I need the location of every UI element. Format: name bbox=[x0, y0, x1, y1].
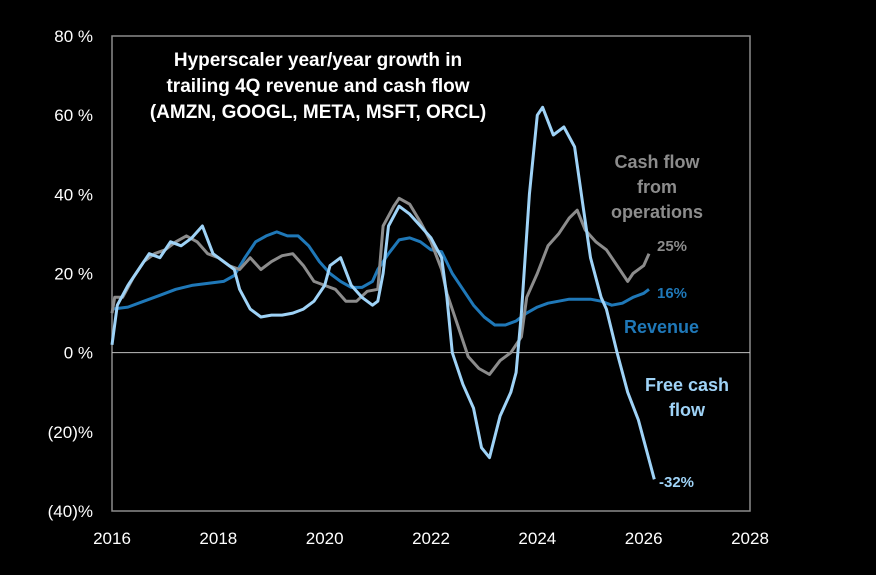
series-lines bbox=[110, 105, 656, 480]
chart-title-line-3: (AMZN, GOOGL, META, MSFT, ORCL) bbox=[150, 102, 486, 123]
legend-label-cfo-line-2: from bbox=[637, 177, 677, 197]
y-tick-label: 80 % bbox=[54, 27, 93, 46]
plot-frame bbox=[111, 35, 751, 512]
x-tick-label: 2018 bbox=[199, 529, 237, 548]
legend-label-revenue: Revenue bbox=[624, 317, 699, 337]
chart-title-line-2: trailing 4Q revenue and cash flow bbox=[166, 76, 469, 97]
end-label-cfo: 25% bbox=[657, 238, 687, 255]
x-axis-ticks: 2016 2018 2020 2022 2024 2026 2028 bbox=[93, 529, 769, 548]
legend-label-cfo-line-1: Cash flow bbox=[614, 152, 700, 172]
x-tick-label: 2020 bbox=[306, 529, 344, 548]
y-tick-label: (20)% bbox=[48, 423, 93, 442]
legend-label-cash-flow-ops: Cash flow from operations bbox=[611, 152, 703, 222]
x-tick-label: 2026 bbox=[625, 529, 663, 548]
series-line-cash-flow-from-operations bbox=[110, 196, 651, 376]
x-tick-label: 2022 bbox=[412, 529, 450, 548]
y-tick-label: 20 % bbox=[54, 265, 93, 284]
chart-title-line-1: Hyperscaler year/year growth in bbox=[174, 50, 462, 71]
legend-label-cfo-line-3: operations bbox=[611, 202, 703, 222]
y-axis-ticks: 80 % 60 % 40 % 20 % 0 % (20)% (40)% bbox=[48, 27, 93, 521]
end-label-fcf: -32% bbox=[659, 474, 694, 491]
end-label-revenue: 16% bbox=[657, 285, 687, 302]
series-line-free-cash-flow bbox=[110, 105, 656, 480]
y-tick-label: 60 % bbox=[54, 106, 93, 125]
series-line-revenue bbox=[111, 230, 650, 327]
y-tick-label: 40 % bbox=[54, 185, 93, 204]
legend-label-fcf-line-1: Free cash bbox=[645, 375, 729, 395]
x-tick-label: 2016 bbox=[93, 529, 131, 548]
x-tick-label: 2028 bbox=[731, 529, 769, 548]
y-tick-label: (40)% bbox=[48, 502, 93, 521]
y-tick-label: 0 % bbox=[64, 344, 93, 363]
legend-label-fcf-line-2: flow bbox=[669, 400, 706, 420]
x-tick-label: 2024 bbox=[518, 529, 556, 548]
